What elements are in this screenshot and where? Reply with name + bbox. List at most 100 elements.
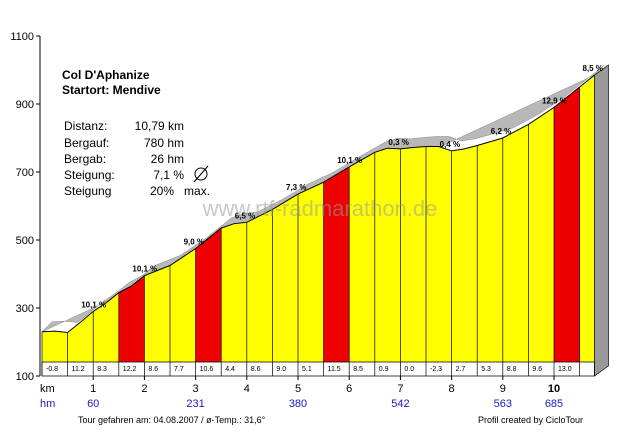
grade-strip-frame	[41, 361, 595, 377]
strip-grade-label: 8.5	[353, 366, 363, 373]
strip-grade-label: 8.8	[507, 366, 517, 373]
strip-grade-label: 7.7	[174, 366, 184, 373]
km-tick-label: 6	[346, 383, 352, 395]
hm-value-label: 563	[494, 398, 512, 410]
profile-outline	[41, 74, 595, 333]
strip-grade-label: -0.8	[46, 366, 58, 373]
y-tick-label: 100	[16, 371, 34, 383]
hm-value-label: 380	[289, 398, 307, 410]
grade-percent-label: 0,3 %	[388, 138, 408, 147]
footer-credit: Profil created by CicloTour	[478, 415, 583, 425]
grade-segment	[374, 148, 401, 362]
average-symbol-icon	[193, 165, 209, 183]
strip-grade-label: 5.3	[481, 366, 491, 373]
grade-segment	[170, 248, 196, 362]
profile-side-face	[594, 64, 609, 377]
grade-segment	[528, 107, 554, 363]
stat-label-ascent: Bergauf:	[64, 136, 109, 150]
strip-grade-label: 8.6	[148, 366, 158, 373]
grade-segment	[118, 275, 145, 362]
y-tick-label: 300	[16, 303, 34, 315]
stats-box: Distanz: 10,79 km Bergauf: 780 hm Bergab…	[64, 119, 210, 198]
stat-value-ascent: 780 hm	[144, 136, 184, 150]
grade-segment	[323, 166, 350, 362]
grade-percent-label: 10,1 %	[132, 265, 157, 274]
chart-subtitle: Startort: Mendive	[62, 83, 161, 97]
hm-row-label: hm	[40, 398, 55, 410]
grade-percent-label: 10,1 %	[337, 156, 362, 165]
km-tick-label: 5	[295, 383, 301, 395]
grade-percent-label: 9,0 %	[184, 238, 204, 247]
strip-grade-label: -2.3	[430, 366, 442, 373]
y-tick-label: 1100	[10, 31, 34, 43]
hm-value-label: 542	[391, 398, 409, 410]
plot-layer	[41, 64, 609, 377]
grade-segment	[554, 87, 580, 362]
grade-segment	[272, 194, 298, 362]
chart-title: Col D'Aphanize	[62, 68, 150, 82]
grade-percent-label: 0,4 %	[440, 140, 460, 149]
hm-value-label: 231	[186, 398, 204, 410]
grade-segment	[400, 146, 426, 362]
stat-label-avg-grade: Steigung:	[64, 168, 115, 182]
grade-segment	[221, 222, 247, 362]
strip-grade-label: 5.1	[302, 366, 312, 373]
grade-percent-label: 12,9 %	[542, 96, 567, 105]
hm-value-label: 685	[545, 398, 563, 410]
hm-value-label: 60	[87, 398, 99, 410]
grade-segment	[502, 124, 529, 363]
strip-grade-label: 8.6	[251, 366, 261, 373]
stat-value-distance: 10,79 km	[135, 119, 184, 133]
strip-grade-label: 9.6	[532, 366, 542, 373]
grade-segment	[298, 182, 324, 362]
km-tick-label: 7	[397, 383, 403, 395]
strip-grade-label: 9.0	[276, 366, 286, 373]
km-tick-label: 8	[449, 383, 455, 395]
grade-segment	[246, 209, 273, 362]
grade-percent-label: 8,5 %	[582, 64, 602, 73]
strip-grade-label: 11.5	[328, 366, 341, 373]
footer-tour-info: Tour gefahren am: 04.08.2007 / ø-Temp.: …	[78, 415, 266, 425]
axis-layer: 1100 900 700 500 300 100 km 1 2 3 4 5 6 7 8 9 10 hm 60 231 3…	[10, 31, 563, 410]
grade-label-layer: -0.8 11.2 8.3 12.2 8.6 7.7 10.6 4.4 8.6 9.0 5.1 11.…	[46, 64, 603, 373]
grade-segment	[67, 311, 94, 362]
y-tick-label: 900	[16, 99, 34, 111]
km-tick-label: 9	[500, 383, 506, 395]
stat-value-descent: 26 hm	[151, 152, 184, 166]
stat-label-distance: Distanz:	[64, 119, 107, 133]
stat-label-max-grade: Steigung	[64, 184, 111, 198]
strip-grade-label: 0.0	[404, 366, 414, 373]
strip-grade-label: 10.6	[200, 366, 214, 373]
grade-percent-label: 7,3 %	[286, 183, 306, 192]
grade-segment	[93, 292, 119, 362]
strip-grade-label: 11.2	[72, 366, 85, 373]
grade-segment	[349, 152, 375, 362]
stat-value-avg-grade: 7,1 %	[153, 168, 184, 182]
grade-segment	[426, 146, 452, 362]
grade-segment	[42, 331, 68, 362]
km-tick-label: 4	[244, 383, 250, 395]
grade-percent-label: 6,5 %	[235, 211, 255, 220]
strip-grade-label: 13.0	[558, 366, 572, 373]
km-tick-label: 3	[193, 383, 199, 395]
grade-percent-label: 10,1 %	[81, 300, 106, 309]
grade-segment	[477, 138, 503, 362]
strip-grade-label: 0.9	[379, 366, 389, 373]
km-tick-label: 1	[90, 383, 96, 395]
stat-value-max-grade: 20% max.	[150, 184, 210, 198]
grade-segment	[451, 145, 478, 362]
grade-segment	[579, 75, 595, 362]
grade-segment	[195, 228, 222, 362]
strip-grade-label: 8.3	[97, 366, 107, 373]
watermark-text: www.rtf-radmarathon.de	[202, 196, 438, 221]
strip-grade-label: 4.4	[225, 366, 235, 373]
km-tick-label: 2	[141, 383, 147, 395]
stat-label-descent: Bergab:	[64, 152, 106, 166]
km-tick-label: 10	[548, 383, 560, 395]
grade-percent-label: 6,2 %	[491, 127, 511, 136]
y-tick-label: 500	[16, 235, 34, 247]
y-tick-label: 700	[16, 167, 34, 179]
km-row-label: km	[40, 383, 55, 395]
